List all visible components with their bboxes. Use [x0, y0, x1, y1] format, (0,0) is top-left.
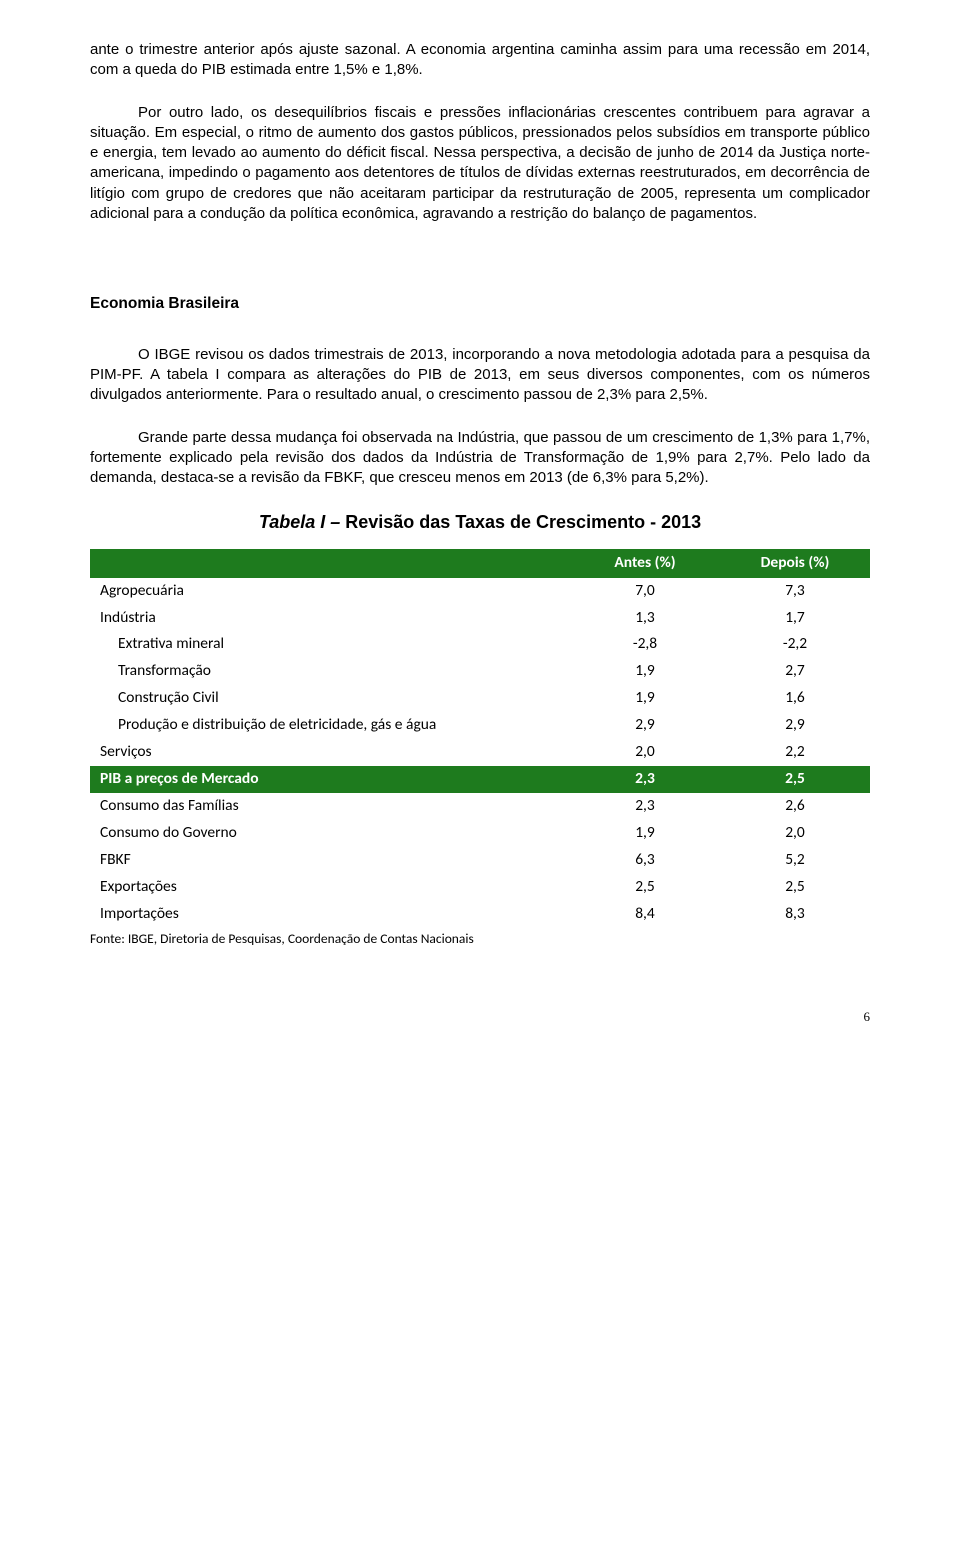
table-title: Tabela I – Revisão das Taxas de Crescime…	[90, 510, 870, 534]
page-number: 6	[90, 1008, 870, 1026]
row-label: Extrativa mineral	[90, 631, 570, 658]
table-row: Importações8,48,3	[90, 901, 870, 928]
table-row: Exportações2,52,5	[90, 874, 870, 901]
row-after-value: 2,7	[720, 658, 870, 685]
row-after-value: 1,7	[720, 605, 870, 632]
table-row: Indústria1,31,7	[90, 605, 870, 632]
table-title-prefix: Tabela I –	[259, 512, 345, 532]
row-label: Consumo do Governo	[90, 820, 570, 847]
row-label: PIB a preços de Mercado	[90, 766, 570, 793]
table-row: Construção Civil1,91,6	[90, 685, 870, 712]
row-after-value: 2,6	[720, 793, 870, 820]
row-label: Indústria	[90, 605, 570, 632]
row-after-value: 2,5	[720, 766, 870, 793]
row-before-value: 2,3	[570, 793, 720, 820]
row-before-value: 2,5	[570, 874, 720, 901]
row-before-value: 8,4	[570, 901, 720, 928]
row-after-value: 8,3	[720, 901, 870, 928]
table-footnote: Fonte: IBGE, Diretoria de Pesquisas, Coo…	[90, 930, 870, 948]
body-paragraph: Grande parte dessa mudança foi observada…	[90, 428, 870, 489]
table-row: Consumo das Famílias2,32,6	[90, 793, 870, 820]
row-label: FBKF	[90, 847, 570, 874]
row-after-value: 5,2	[720, 847, 870, 874]
row-label: Consumo das Famílias	[90, 793, 570, 820]
row-before-value: 2,3	[570, 766, 720, 793]
row-label: Produção e distribuição de eletricidade,…	[90, 712, 570, 739]
row-after-value: 2,9	[720, 712, 870, 739]
row-after-value: 2,2	[720, 739, 870, 766]
row-after-value: 2,0	[720, 820, 870, 847]
table-row: FBKF6,35,2	[90, 847, 870, 874]
paragraph-text: O IBGE revisou os dados trimestrais de 2…	[90, 346, 870, 404]
row-label: Importações	[90, 901, 570, 928]
table-row: Produção e distribuição de eletricidade,…	[90, 712, 870, 739]
row-before-value: 2,9	[570, 712, 720, 739]
row-before-value: 2,0	[570, 739, 720, 766]
table-header-before: Antes (%)	[570, 549, 720, 578]
row-before-value: 1,9	[570, 685, 720, 712]
body-paragraph: Por outro lado, os desequilíbrios fiscai…	[90, 103, 870, 225]
section-heading: Economia Brasileira	[90, 294, 870, 315]
row-before-value: -2,8	[570, 631, 720, 658]
row-label: Agropecuária	[90, 578, 570, 605]
growth-revision-table: Antes (%)Depois (%) Agropecuária7,07,3In…	[90, 549, 870, 928]
table-row: Extrativa mineral-2,8-2,2	[90, 631, 870, 658]
body-paragraph: O IBGE revisou os dados trimestrais de 2…	[90, 345, 870, 406]
row-before-value: 1,3	[570, 605, 720, 632]
table-row: PIB a preços de Mercado2,32,5	[90, 766, 870, 793]
table-row: Serviços2,02,2	[90, 739, 870, 766]
table-row: Agropecuária7,07,3	[90, 578, 870, 605]
row-label: Construção Civil	[90, 685, 570, 712]
table-header-after: Depois (%)	[720, 549, 870, 578]
row-after-value: 1,6	[720, 685, 870, 712]
row-label: Exportações	[90, 874, 570, 901]
paragraph-text: ante o trimestre anterior após ajuste sa…	[90, 41, 870, 78]
table-row: Transformação1,92,7	[90, 658, 870, 685]
row-before-value: 7,0	[570, 578, 720, 605]
row-label: Serviços	[90, 739, 570, 766]
table-row: Consumo do Governo1,92,0	[90, 820, 870, 847]
paragraph-text: Grande parte dessa mudança foi observada…	[90, 429, 870, 487]
row-before-value: 1,9	[570, 658, 720, 685]
body-paragraph: ante o trimestre anterior após ajuste sa…	[90, 40, 870, 81]
row-after-value: 7,3	[720, 578, 870, 605]
row-label: Transformação	[90, 658, 570, 685]
row-after-value: -2,2	[720, 631, 870, 658]
row-after-value: 2,5	[720, 874, 870, 901]
paragraph-text: Por outro lado, os desequilíbrios fiscai…	[90, 104, 870, 222]
table-header-row: Antes (%)Depois (%)	[90, 549, 870, 578]
table-header-empty	[90, 549, 570, 578]
row-before-value: 1,9	[570, 820, 720, 847]
row-before-value: 6,3	[570, 847, 720, 874]
table-title-rest: Revisão das Taxas de Crescimento - 2013	[345, 512, 701, 532]
table-body: Agropecuária7,07,3Indústria1,31,7Extrati…	[90, 578, 870, 928]
